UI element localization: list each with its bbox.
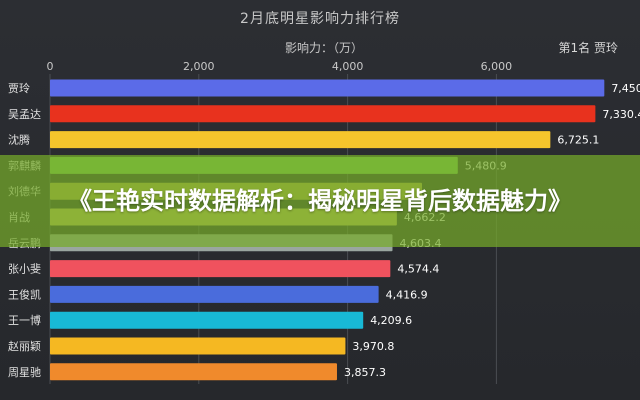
headline-text: 《王艳实时数据解析：揭秘明星背后数据魅力》	[68, 187, 572, 215]
category-label: 贾玲	[8, 82, 30, 95]
bar	[50, 285, 379, 303]
bar	[50, 337, 346, 355]
value-label: 4,574.4	[397, 263, 439, 276]
x-tick-label: 6,000	[481, 60, 513, 73]
x-tick-label: 0	[47, 60, 54, 73]
value-label: 3,970.8	[352, 340, 394, 353]
value-label: 4,416.9	[386, 288, 428, 301]
chart-title: 2月底明星影响力排行榜	[240, 11, 400, 27]
category-label: 赵丽颖	[8, 339, 41, 353]
category-label: 吴孟达	[8, 108, 41, 121]
category-label: 王一博	[8, 314, 41, 327]
value-label: 6,725.1	[557, 134, 599, 147]
value-label: 3,857.3	[344, 366, 386, 379]
value-label: 7,330.4	[602, 108, 640, 121]
bar	[50, 260, 391, 278]
category-label: 周星驰	[8, 365, 41, 379]
x-tick-label: 2,000	[183, 60, 215, 73]
bar	[50, 363, 337, 381]
headline-banner: 《王艳实时数据解析：揭秘明星背后数据魅力》	[0, 155, 640, 247]
bar	[50, 131, 551, 149]
x-tick-label: 4,000	[332, 60, 364, 73]
bar	[50, 79, 605, 97]
value-label: 7,450.6	[611, 82, 640, 95]
value-label: 4,209.6	[370, 314, 412, 327]
category-label: 王俊凯	[8, 287, 41, 301]
category-label: 张小斐	[8, 263, 41, 276]
x-axis-label: 影响力：（万）	[285, 41, 364, 55]
bar	[50, 311, 364, 329]
top-rank-label: 第1名 贾玲	[558, 41, 618, 55]
bar	[50, 105, 596, 123]
category-label: 沈腾	[8, 133, 30, 147]
